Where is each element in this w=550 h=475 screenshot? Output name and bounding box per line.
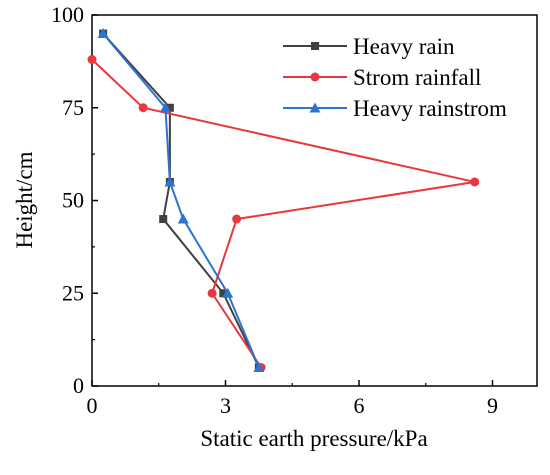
x-tick-labels: 0 3 6 9	[87, 393, 499, 418]
y-tick-label: 75	[62, 95, 84, 120]
legend-entry: Strom rainfall	[283, 65, 481, 90]
data-point	[232, 215, 241, 224]
x-tick-label: 9	[487, 393, 498, 418]
y-tick-label: 50	[62, 188, 84, 213]
y-axis-title: Height/cm	[12, 151, 37, 248]
legend-label: Heavy rainstrom	[353, 96, 507, 121]
series-line	[103, 34, 259, 368]
legend-label: Heavy rain	[353, 34, 455, 59]
y-tick-label: 0	[73, 373, 84, 398]
y-tick-labels: 0 25 50 75 100	[51, 2, 84, 398]
x-tick-label: 0	[87, 393, 98, 418]
x-axis-title: Static earth pressure/kPa	[200, 426, 427, 451]
data-point	[159, 215, 167, 223]
legend-entry: Heavy rain	[283, 34, 455, 59]
data-point	[139, 103, 148, 112]
y-tick-label: 100	[51, 2, 84, 27]
series-heavy-rainstrom	[98, 28, 265, 372]
legend-entry: Heavy rainstrom	[283, 96, 507, 121]
legend-marker	[311, 73, 320, 82]
x-tick-label: 3	[220, 393, 231, 418]
data-point	[178, 214, 189, 224]
legend-label: Strom rainfall	[353, 65, 481, 90]
data-point	[470, 177, 479, 186]
y-tick-label: 25	[62, 280, 84, 305]
x-tick-label: 6	[354, 393, 365, 418]
data-point	[88, 55, 97, 64]
data-point	[208, 289, 217, 298]
legend-marker	[311, 42, 319, 50]
legend: Heavy rain Strom rainfall Heavy rainstrom	[283, 34, 507, 121]
